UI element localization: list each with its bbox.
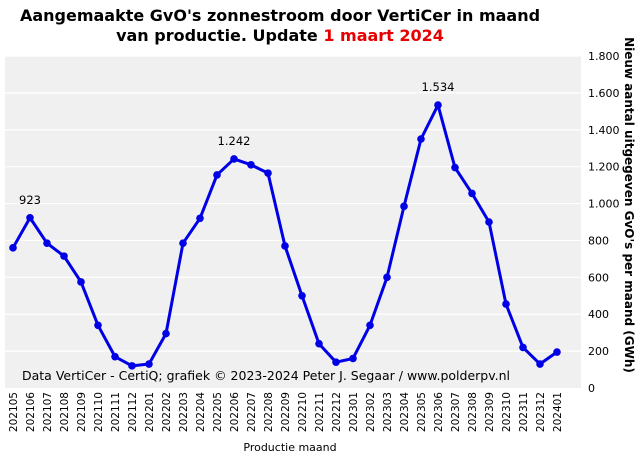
data-label-202306: 1.534 xyxy=(422,80,455,94)
y-tick-label: 200 xyxy=(588,345,609,358)
data-point-202204 xyxy=(196,214,204,223)
data-point-202306 xyxy=(434,101,442,109)
x-tick-label: 202109 xyxy=(76,392,88,432)
data-point-202206 xyxy=(230,155,238,163)
x-tick-label: 202308 xyxy=(467,392,479,432)
x-tick-label: 202202 xyxy=(161,392,173,432)
data-point-202310 xyxy=(502,300,510,308)
x-tick-label: 202212 xyxy=(331,392,343,432)
x-tick-label: 202306 xyxy=(433,392,445,432)
chart-title-update-date: 1 maart 2024 xyxy=(323,26,444,45)
y-tick-label: 0 xyxy=(588,382,595,395)
chart-title: Aangemaakte GvO's zonnestroom door Verti… xyxy=(0,6,560,46)
x-tick-label: 202309 xyxy=(484,392,496,432)
y-tick-label: 1.200 xyxy=(588,161,620,174)
data-point-202309 xyxy=(485,218,493,226)
y-axis-label: Nieuw aantal uitgegeven GvO's per maand … xyxy=(622,37,636,373)
data-label-202206: 1.242 xyxy=(218,134,251,148)
x-tick-label: 202210 xyxy=(297,392,309,432)
data-point-202205 xyxy=(213,171,221,179)
chart-title-line-2-prefix: van productie. Update xyxy=(116,26,324,45)
x-tick-label: 202310 xyxy=(501,392,513,432)
data-point-202112 xyxy=(128,362,136,370)
y-tick-label: 800 xyxy=(588,234,609,247)
data-point-202201 xyxy=(145,360,153,368)
data-point-202304 xyxy=(400,202,408,211)
data-point-202203 xyxy=(179,239,187,248)
gridlines xyxy=(5,55,581,352)
x-tick-label: 202108 xyxy=(59,392,71,432)
x-tick-label: 202211 xyxy=(314,392,326,432)
x-tick-label: 202205 xyxy=(212,392,224,432)
x-tick-label: 202301 xyxy=(348,392,360,432)
data-point-202211 xyxy=(315,339,323,348)
data-point-202202 xyxy=(162,329,170,338)
data-label-202106: 923 xyxy=(19,193,41,207)
x-tick-label: 202307 xyxy=(450,392,462,432)
y-tick-label: 600 xyxy=(588,271,609,284)
data-point-202305 xyxy=(417,135,425,143)
x-tick-label: 202312 xyxy=(535,392,547,432)
x-tick-label: 202110 xyxy=(93,392,105,432)
data-point-202401 xyxy=(553,348,561,356)
y-tick-label: 1.000 xyxy=(588,198,620,211)
x-tick-label: 202303 xyxy=(382,392,394,432)
x-tick-label: 202201 xyxy=(144,392,156,432)
data-point-202109 xyxy=(77,278,85,286)
data-point-202303 xyxy=(383,273,391,282)
x-tick-label: 202208 xyxy=(263,392,275,432)
x-tick-label: 202207 xyxy=(246,392,258,432)
data-credit: Data VertiCer - CertiQ; grafiek © 2023-2… xyxy=(22,368,510,383)
data-point-202111 xyxy=(111,352,119,361)
data-point-202105 xyxy=(9,244,17,252)
data-point-202209 xyxy=(281,242,289,250)
data-points xyxy=(9,101,561,370)
x-tick-label: 202107 xyxy=(42,392,54,432)
data-point-202302 xyxy=(366,321,374,330)
data-point-202312 xyxy=(536,360,544,368)
x-tick-label: 202111 xyxy=(110,392,122,432)
data-point-202106 xyxy=(26,213,34,222)
data-point-202308 xyxy=(468,189,476,198)
x-tick-label: 202206 xyxy=(229,392,241,432)
data-labels: 923 1.242 1.534 xyxy=(19,80,454,207)
y-tick-label: 400 xyxy=(588,308,609,321)
data-point-202307 xyxy=(451,163,459,172)
data-point-202108 xyxy=(60,252,68,260)
chart-title-line-1: Aangemaakte GvO's zonnestroom door Verti… xyxy=(19,6,541,25)
data-point-202110 xyxy=(94,321,102,330)
x-tick-label: 202401 xyxy=(552,392,564,432)
x-tick-label: 202305 xyxy=(416,392,428,432)
data-point-202207 xyxy=(247,161,255,169)
x-tick-label: 202311 xyxy=(518,392,530,432)
data-point-202212 xyxy=(332,358,340,366)
data-point-202210 xyxy=(298,291,306,300)
data-point-202208 xyxy=(264,169,272,177)
data-point-202301 xyxy=(349,354,357,363)
y-axis-ticks: 0 200 400 600 800 1.000 1.200 1.400 1.600 1.800 xyxy=(588,50,620,395)
x-tick-label: 202209 xyxy=(280,392,292,432)
x-tick-label: 202204 xyxy=(195,392,207,432)
data-point-202311 xyxy=(519,343,527,352)
y-tick-label: 1.800 xyxy=(588,50,620,63)
x-axis-label: Productie maand xyxy=(243,441,336,454)
x-axis-ticks: 202105 202106 202107 202108 202109 202110 2021… xyxy=(8,392,564,432)
y-tick-label: 1.600 xyxy=(588,87,620,100)
x-tick-label: 202304 xyxy=(399,392,411,432)
data-point-202107 xyxy=(43,239,51,248)
x-tick-label: 202106 xyxy=(25,392,37,432)
y-tick-label: 1.400 xyxy=(588,124,620,137)
plot-area xyxy=(5,56,581,388)
x-tick-label: 202105 xyxy=(8,392,20,432)
chart-title-line-2: van productie. Update 1 maart 2024 xyxy=(0,26,560,46)
x-tick-label: 202302 xyxy=(365,392,377,432)
x-tick-label: 202112 xyxy=(127,392,139,432)
x-tick-label: 202203 xyxy=(178,392,190,432)
